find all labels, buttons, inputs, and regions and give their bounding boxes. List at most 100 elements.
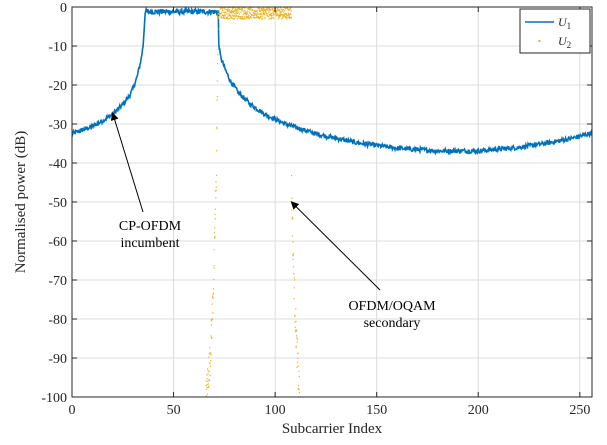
series-point — [228, 15, 230, 17]
series-point — [255, 11, 257, 13]
series-point — [216, 99, 218, 101]
series-point — [298, 389, 300, 391]
series-point — [270, 12, 272, 14]
series-point — [256, 10, 258, 12]
series-point — [297, 365, 299, 368]
series-point — [239, 8, 241, 10]
series-point — [226, 16, 228, 19]
series-point — [218, 16, 220, 18]
series-point — [210, 352, 212, 354]
series-point — [281, 17, 284, 19]
series-point — [259, 9, 261, 12]
series-point — [237, 15, 239, 17]
series-point — [223, 16, 225, 18]
series-point — [233, 10, 236, 13]
series-point — [282, 15, 284, 17]
legend-swatch — [538, 40, 541, 42]
series-point — [213, 265, 215, 267]
series-point — [272, 14, 274, 16]
series-point — [235, 14, 238, 16]
series-point — [285, 13, 287, 15]
series-point — [255, 17, 257, 19]
series-point — [297, 352, 299, 354]
series-point — [293, 252, 295, 255]
series-point — [249, 7, 251, 9]
series-point — [238, 7, 240, 9]
series-point — [268, 18, 270, 20]
series-point — [245, 11, 247, 13]
series-point — [240, 9, 243, 11]
series-point — [212, 297, 214, 299]
series-point — [247, 16, 249, 18]
series-point — [294, 321, 296, 323]
series-point — [265, 7, 268, 9]
legend-box — [519, 8, 591, 54]
series-point — [295, 329, 297, 331]
series-point — [271, 15, 273, 17]
series-point — [215, 186, 217, 188]
series-point — [233, 13, 235, 15]
series-point — [249, 16, 252, 18]
series-point — [268, 9, 270, 11]
series-point — [292, 254, 294, 256]
annotation-text: CP-OFDM — [119, 219, 182, 234]
series-point — [278, 16, 280, 18]
series-point — [298, 388, 300, 390]
annotation-1: CP-OFDM incumbent — [110, 112, 182, 251]
series-point — [263, 12, 266, 14]
series-point — [229, 14, 231, 16]
series-point — [227, 18, 229, 20]
series-point — [236, 18, 239, 20]
series-point — [209, 374, 211, 377]
series-point — [264, 16, 266, 19]
series-point — [281, 8, 283, 11]
series-point — [212, 312, 214, 314]
series-point — [210, 335, 212, 337]
series-point — [208, 378, 210, 381]
series-point — [269, 13, 271, 16]
series-point — [211, 320, 213, 322]
series-point — [210, 360, 212, 362]
series-point — [215, 174, 218, 176]
series-point — [212, 295, 214, 297]
series-point — [222, 17, 224, 19]
series-point — [279, 13, 281, 16]
series-point — [218, 12, 220, 15]
series-point — [206, 374, 208, 376]
series-point — [279, 7, 282, 9]
x-tick-label: 150 — [366, 403, 387, 418]
series-point — [240, 16, 242, 18]
series-point — [216, 150, 218, 152]
series-point — [230, 16, 233, 18]
series-point — [286, 17, 288, 19]
series-point — [245, 16, 247, 18]
series-point — [236, 10, 238, 12]
series-point — [294, 326, 296, 328]
series-point — [294, 279, 296, 281]
series-point — [243, 12, 245, 14]
series-point — [244, 13, 247, 15]
series-point — [237, 7, 239, 9]
series-point — [271, 9, 273, 11]
y-tick-label: -20 — [48, 79, 67, 94]
series-point — [265, 10, 267, 12]
series-point — [261, 9, 263, 11]
series-point — [284, 10, 286, 12]
series-point — [254, 14, 256, 16]
series-point — [281, 18, 283, 20]
series-point — [245, 16, 248, 19]
series-point — [298, 391, 301, 394]
series-point — [247, 17, 249, 20]
series-point — [214, 213, 216, 216]
series-point — [252, 9, 254, 11]
series-point — [276, 11, 278, 13]
series-point — [209, 362, 211, 364]
series-point — [290, 10, 292, 12]
series-point — [246, 10, 249, 12]
series-point — [228, 13, 230, 15]
series-point — [259, 13, 261, 15]
series-point — [261, 13, 263, 16]
series-point — [283, 11, 285, 13]
